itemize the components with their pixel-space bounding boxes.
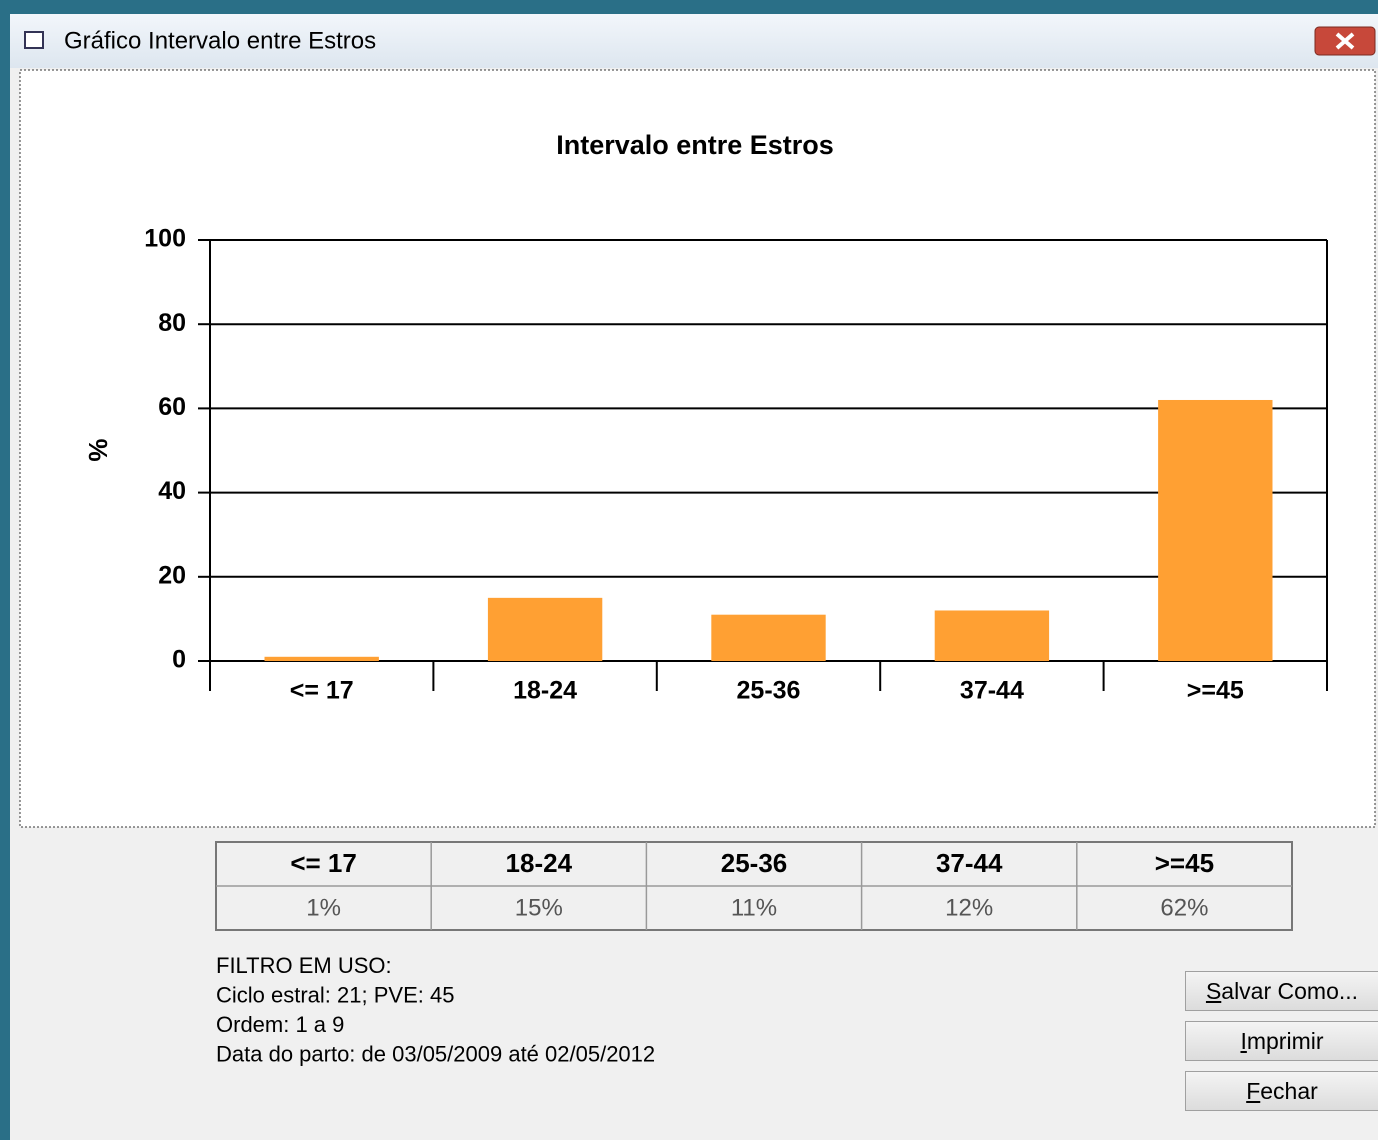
chart-title: Intervalo entre Estros (556, 130, 834, 160)
save-button[interactable]: Salvar Como... (1185, 971, 1378, 1011)
y-tick-label: 60 (158, 393, 186, 421)
close-dialog-button[interactable]: Fechar (1185, 1071, 1378, 1111)
print-button[interactable]: Imprimir (1185, 1021, 1378, 1061)
table-value: 1% (306, 894, 341, 921)
y-axis-label: % (83, 438, 113, 461)
bar (934, 610, 1050, 661)
table-header: >=45 (1155, 848, 1214, 878)
table-value: 11% (731, 894, 777, 921)
chart-panel (19, 69, 1376, 828)
bar (264, 656, 379, 661)
x-tick-label: >=45 (1187, 677, 1244, 705)
window-icon (24, 31, 44, 49)
close-icon (1335, 32, 1355, 50)
button-label: Salvar Como... (1205, 978, 1359, 1004)
bar (487, 597, 603, 661)
filter-line: FILTRO EM USO: (216, 953, 392, 978)
table-value: 15% (515, 894, 563, 921)
bar (1158, 399, 1273, 661)
filter-line: Data do parto: de 03/05/2009 até 02/05/2… (216, 1041, 655, 1066)
table-value: 62% (1160, 894, 1208, 921)
y-tick-label: 0 (172, 646, 186, 674)
table-header: <= 17 (290, 848, 357, 878)
x-tick-label: 18-24 (513, 677, 577, 705)
filter-line: Ciclo estral: 21; PVE: 45 (216, 982, 454, 1007)
table-header: 25-36 (721, 848, 788, 878)
x-tick-label: 25-36 (737, 677, 801, 705)
table-header: 37-44 (936, 848, 1003, 878)
filter-line: Ordem: 1 a 9 (216, 1012, 344, 1037)
x-tick-label: 37-44 (960, 677, 1024, 705)
table-header: 18-24 (506, 848, 573, 878)
y-tick-label: 100 (144, 225, 186, 253)
window-title: Gráfico Intervalo entre Estros (64, 27, 376, 54)
x-tick-label: <= 17 (290, 677, 354, 705)
y-tick-label: 40 (158, 477, 186, 505)
bar (711, 614, 826, 661)
button-label: Fechar (1246, 1078, 1318, 1104)
y-tick-label: 20 (158, 561, 186, 589)
title-bar (10, 14, 1378, 68)
button-label: Imprimir (1240, 1028, 1324, 1054)
y-tick-label: 80 (158, 309, 186, 337)
table-value: 12% (945, 894, 993, 921)
